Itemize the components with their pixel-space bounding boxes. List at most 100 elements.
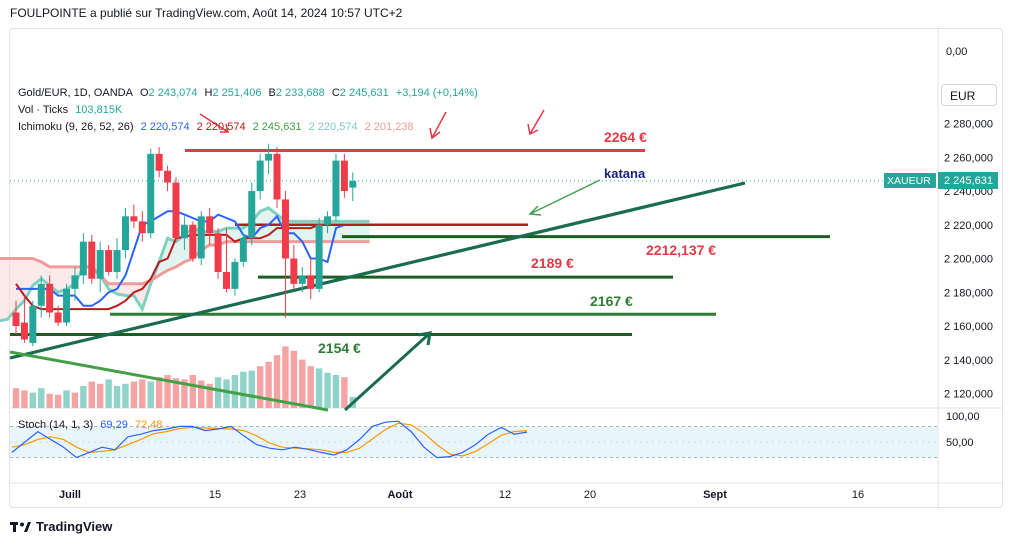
kumo-segment bbox=[0, 258, 8, 321]
volume-bar bbox=[54, 394, 62, 408]
candle-body bbox=[29, 305, 37, 343]
candle-body bbox=[88, 241, 96, 279]
legend-change: +3,194 (+0,14%) bbox=[395, 87, 478, 99]
candle-body bbox=[130, 216, 138, 222]
volume-bar bbox=[97, 383, 104, 408]
candle bbox=[71, 266, 79, 301]
volume-bar bbox=[299, 359, 306, 408]
legend-stoch-label: Stoch (14, 1, 3) bbox=[18, 419, 94, 431]
tradingview-logo-icon bbox=[10, 521, 31, 532]
legend-vol-label: Vol · Ticks bbox=[18, 104, 69, 116]
volume-bar bbox=[332, 375, 340, 408]
candle bbox=[46, 275, 54, 318]
candle-body bbox=[197, 216, 205, 259]
y-tick-label: 2 140,000 bbox=[944, 355, 993, 367]
kumo-segment bbox=[125, 283, 134, 296]
volume-bar bbox=[113, 386, 121, 408]
footer-brand-text: TradingView bbox=[36, 519, 113, 534]
volume-bar bbox=[88, 381, 95, 408]
currency-selector[interactable]: EUR bbox=[941, 84, 997, 106]
x-tick-label: 20 bbox=[584, 489, 596, 501]
x-tick-label: 15 bbox=[209, 489, 221, 501]
candle-body bbox=[307, 275, 315, 289]
legend-open: 2 243,074 bbox=[148, 87, 198, 99]
volume-bar bbox=[105, 379, 112, 408]
legend-stoch: Stoch (14, 1, 3) 69,29 72,48 bbox=[18, 419, 166, 431]
red-arrow-1 bbox=[199, 113, 229, 133]
candle bbox=[147, 148, 155, 239]
candle bbox=[197, 211, 205, 266]
red-arrow-3-head bbox=[527, 123, 539, 136]
candle bbox=[223, 228, 230, 293]
volume-bar bbox=[290, 350, 298, 408]
legend-low-label: B bbox=[268, 87, 276, 99]
katana-arrow-head bbox=[528, 205, 542, 216]
candle-body bbox=[281, 199, 289, 259]
red-arrow-1-head bbox=[220, 123, 229, 133]
candle-body bbox=[105, 250, 113, 272]
price-tag-symbol-bg bbox=[884, 173, 936, 188]
candle-body bbox=[290, 258, 298, 284]
volume-bar bbox=[21, 390, 28, 408]
volume-bar bbox=[164, 375, 171, 408]
candle-body bbox=[340, 160, 348, 191]
candle bbox=[290, 245, 298, 289]
kumo-segment bbox=[226, 228, 235, 242]
candle bbox=[105, 245, 113, 276]
candle bbox=[12, 300, 20, 335]
volume-bar bbox=[206, 383, 213, 408]
y-tick-label: 2 260,000 bbox=[944, 152, 993, 164]
y-tick-label: 2 280,000 bbox=[944, 119, 993, 131]
kumo-segment bbox=[16, 258, 25, 310]
candle bbox=[214, 228, 222, 279]
candle bbox=[281, 191, 289, 318]
candle-body bbox=[214, 233, 222, 272]
candle bbox=[180, 216, 188, 251]
footer-brand[interactable]: TradingView bbox=[10, 519, 112, 534]
price-tag-value: 2 245,631 bbox=[944, 175, 993, 187]
legend-open-label: O bbox=[139, 87, 149, 99]
candle-body bbox=[164, 170, 172, 183]
x-tick-label: 12 bbox=[499, 489, 511, 501]
rebound-arrowhead bbox=[417, 331, 432, 346]
stoch-tick-label: 50,00 bbox=[946, 437, 974, 449]
candle-body bbox=[349, 180, 357, 188]
candle-body bbox=[256, 160, 264, 191]
candle-body bbox=[172, 182, 180, 239]
legend-volume: Vol · Ticks 103,815K bbox=[18, 104, 126, 116]
tenkan-sen-line bbox=[16, 210, 353, 307]
candle-body bbox=[20, 322, 28, 340]
candle bbox=[172, 177, 180, 242]
x-tick-label: 16 bbox=[852, 489, 864, 501]
candle-body bbox=[37, 283, 45, 306]
candle-body bbox=[273, 153, 281, 200]
candle bbox=[248, 182, 256, 245]
volume-bar bbox=[273, 355, 281, 408]
ich-value: 2 220,574 bbox=[308, 121, 358, 133]
legend-low: 2 233,688 bbox=[275, 87, 325, 99]
candle bbox=[88, 234, 96, 284]
label-2167: 2167 € bbox=[590, 293, 633, 309]
candle-body bbox=[189, 224, 197, 259]
volume-bar bbox=[198, 380, 205, 408]
candle bbox=[37, 275, 45, 318]
candle-body bbox=[54, 312, 62, 323]
candle bbox=[29, 300, 37, 347]
legend-vol-value: 103,815K bbox=[75, 104, 123, 116]
candle-body bbox=[155, 153, 163, 171]
candle-body bbox=[12, 312, 20, 326]
candle-body bbox=[71, 275, 79, 289]
legend-high-label: H bbox=[204, 87, 213, 99]
kumo-segment bbox=[302, 221, 311, 242]
legend-stoch-d: 72,48 bbox=[134, 419, 163, 431]
legend-high: 2 251,406 bbox=[212, 87, 262, 99]
candle bbox=[79, 233, 87, 284]
candle-body bbox=[332, 160, 340, 217]
candle bbox=[256, 153, 264, 200]
x-tick-label: Juill bbox=[59, 489, 81, 501]
volume-bar bbox=[46, 393, 53, 408]
candle bbox=[239, 233, 247, 267]
ich-value: 2 245,631 bbox=[252, 121, 302, 133]
volume-bar bbox=[147, 381, 154, 408]
